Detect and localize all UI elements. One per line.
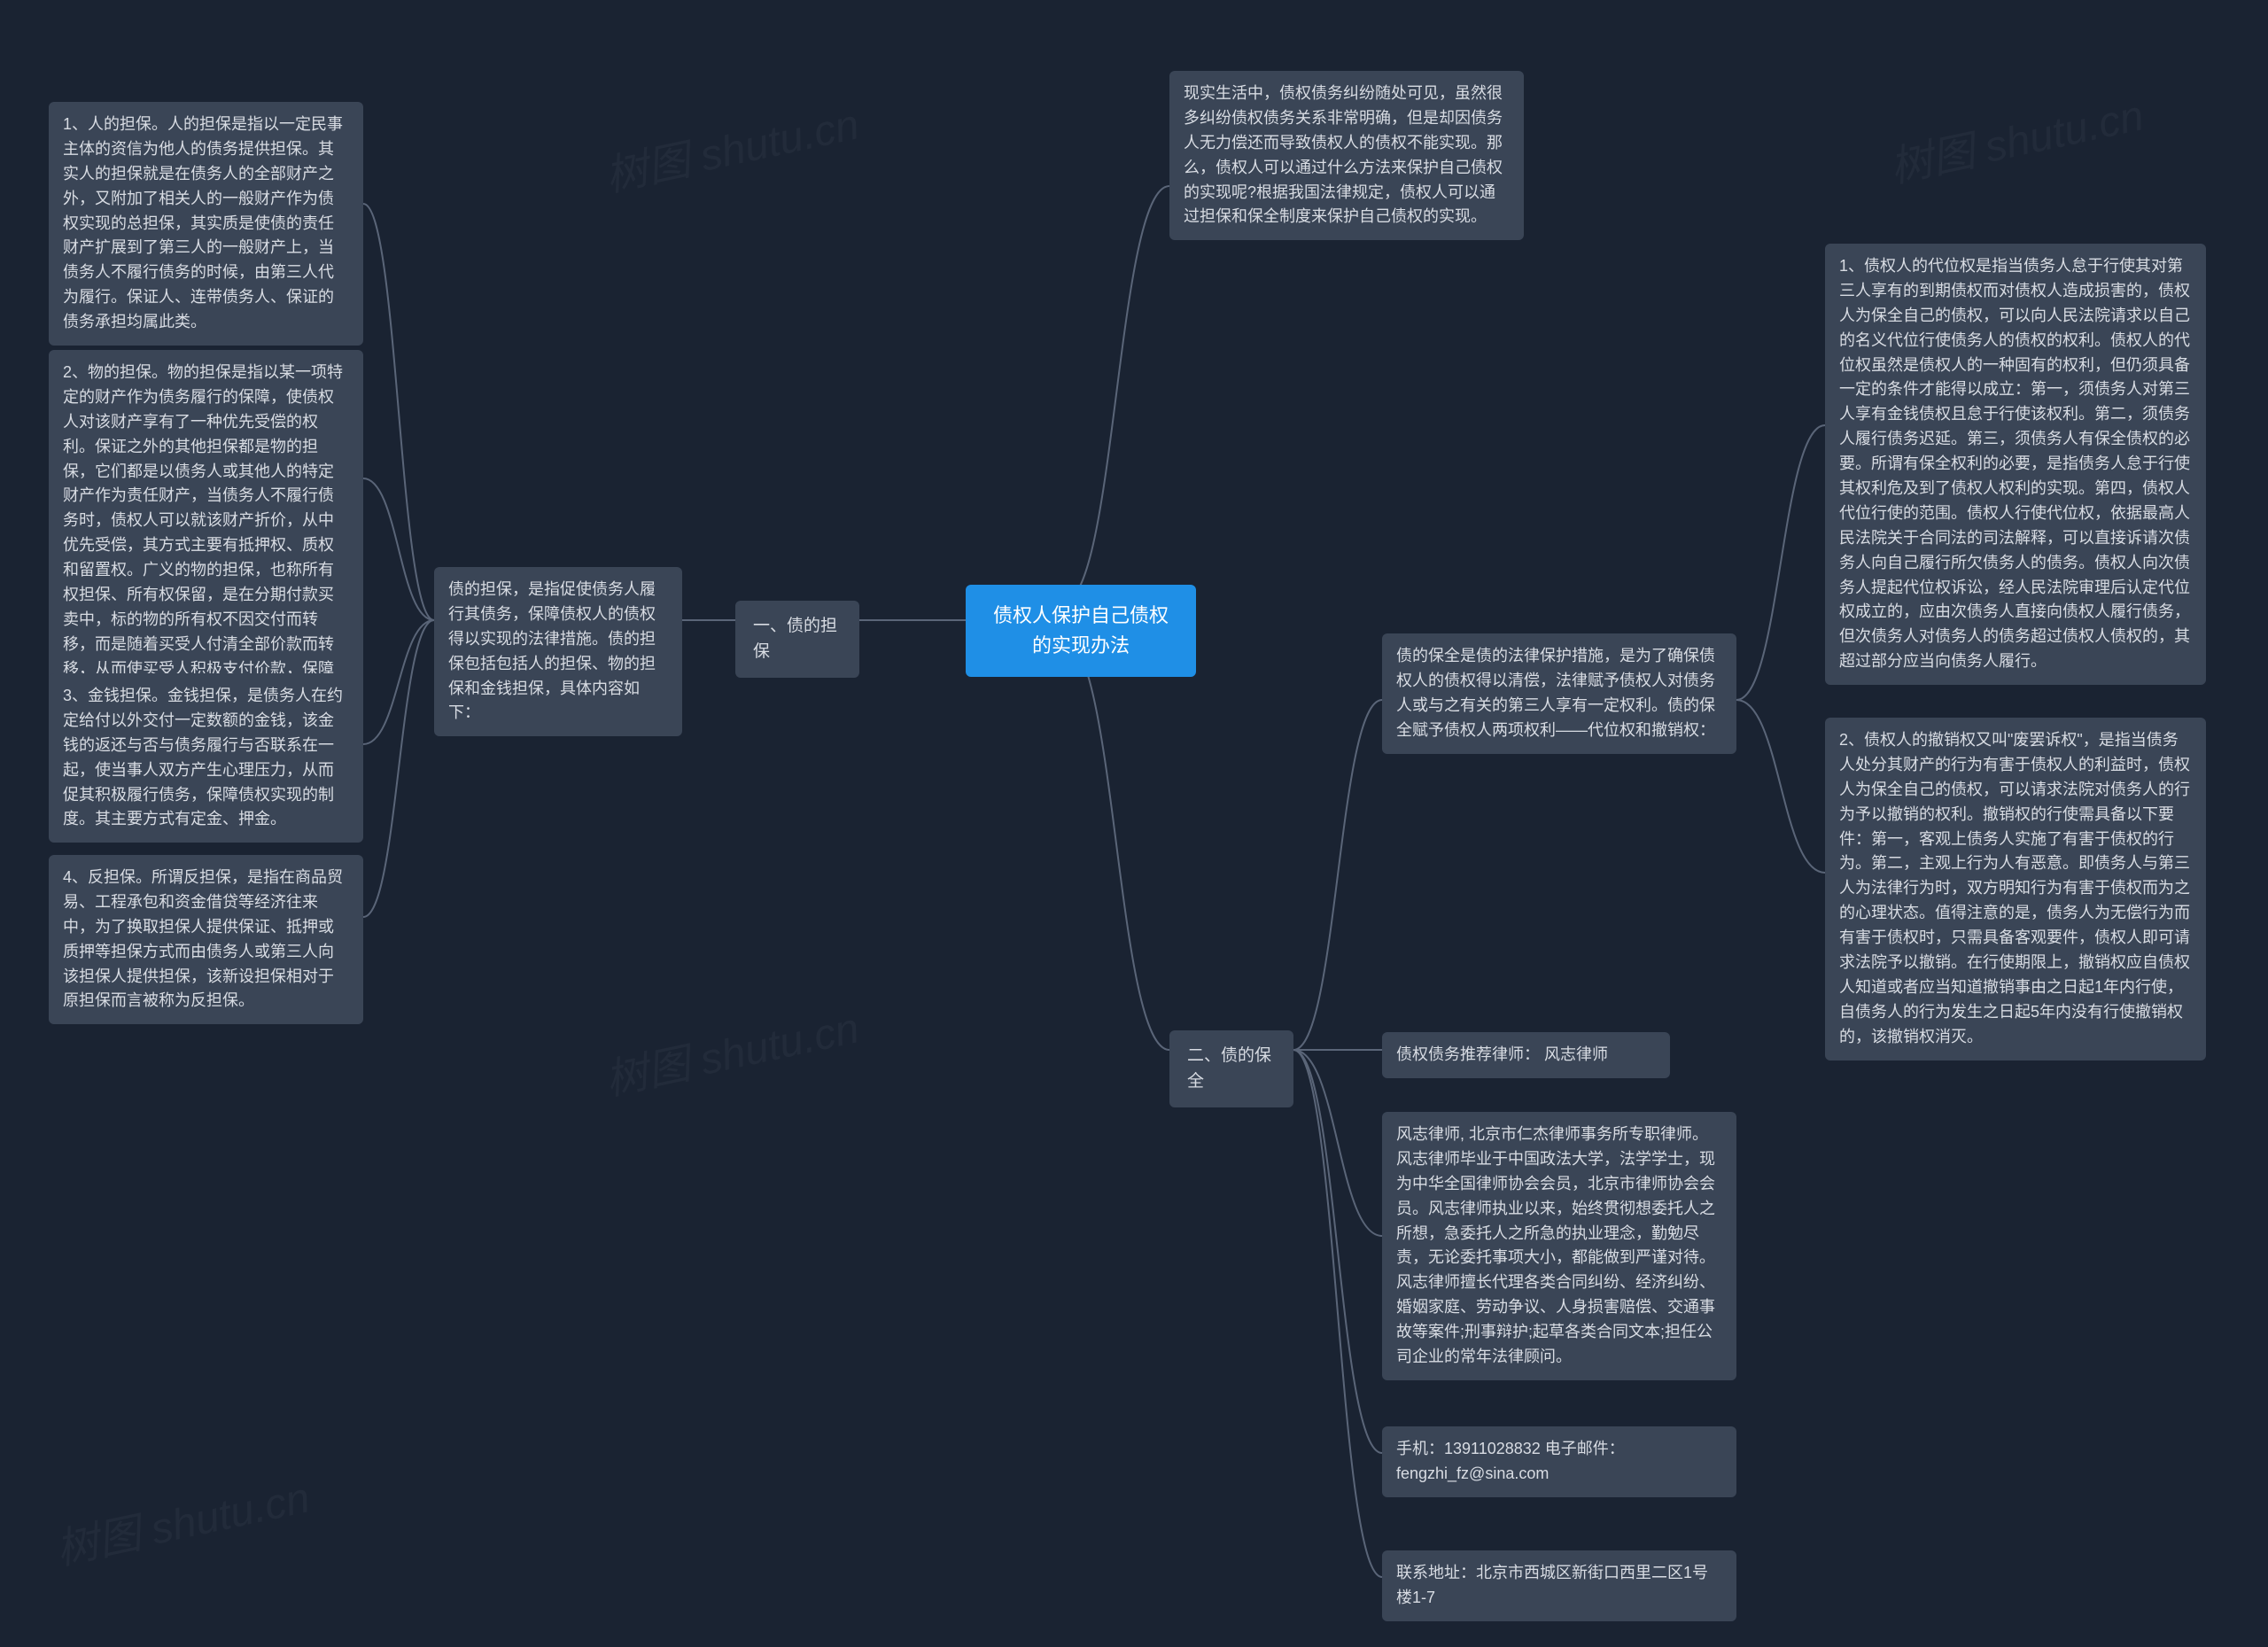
branch1-item1-text: 1、人的担保。人的担保是指以一定民事主体的资信为他人的债务提供担保。其实人的担保… [63,115,343,330]
branch2-bio[interactable]: 风志律师, 北京市仁杰律师事务所专职律师。风志律师毕业于中国政法大学，法学学士，… [1382,1112,1736,1380]
branch1-item3[interactable]: 3、金钱担保。金钱担保，是债务人在约定给付以外交付一定数额的金钱，该金钱的返还与… [49,673,363,843]
branch2-item2-text: 2、债权人的撤销权又叫"废罢诉权"，是指当债务人处分其财产的行为有害于债权人的利… [1839,731,2190,1045]
branch2-desc: 债的保全是债的法律保护措施，是为了确保债权人的债权得以清偿，法律赋予债权人对债务… [1396,647,1715,739]
branch2-desc-node[interactable]: 债的保全是债的法律保护措施，是为了确保债权人的债权得以清偿，法律赋予债权人对债务… [1382,633,1736,754]
root-title: 债权人保护自己债权的实现办法 [993,604,1169,656]
intro-text: 现实生活中，债权债务纠纷随处可见，虽然很多纠纷债权债务关系非常明确，但是却因债务… [1184,84,1503,225]
branch1-node[interactable]: 一、债的担保 [735,601,859,678]
branch2-item1[interactable]: 1、债权人的代位权是指当债务人怠于行使其对第三人享有的到期债权而对债权人造成损害… [1825,244,2206,685]
branch2-item2[interactable]: 2、债权人的撤销权又叫"废罢诉权"，是指当债务人处分其财产的行为有害于债权人的利… [1825,718,2206,1060]
intro-node[interactable]: 现实生活中，债权债务纠纷随处可见，虽然很多纠纷债权债务关系非常明确，但是却因债务… [1169,71,1524,240]
branch2-address[interactable]: 联系地址：北京市西城区新街口西里二区1号楼1-7 [1382,1550,1736,1621]
branch2-phone[interactable]: 手机：13911028832 电子邮件：fengzhi_fz@sina.com [1382,1426,1736,1497]
branch1-item1[interactable]: 1、人的担保。人的担保是指以一定民事主体的资信为他人的债务提供担保。其实人的担保… [49,102,363,346]
branch1-item3-text: 3、金钱担保。金钱担保，是债务人在约定给付以外交付一定数额的金钱，该金钱的返还与… [63,687,343,827]
branch1-desc: 债的担保，是指促使债务人履行其债务，保障债权人的债权得以实现的法律措施。债的担保… [448,580,656,721]
branch1-item2[interactable]: 2、物的担保。物的担保是指以某一项特定的财产作为债务履行的保障，使债权人对该财产… [49,350,363,717]
branch1-title: 一、债的担保 [753,617,837,661]
branch2-phone-text: 手机：13911028832 电子邮件：fengzhi_fz@sina.com [1396,1440,1625,1482]
branch2-title: 二、债的保全 [1187,1046,1271,1091]
branch1-item4-text: 4、反担保。所谓反担保，是指在商品贸易、工程承包和资金借贷等经济往来中，为了换取… [63,868,343,1009]
branch1-item2-text: 2、物的担保。物的担保是指以某一项特定的财产作为债务履行的保障，使债权人对该财产… [63,363,343,703]
branch1-desc-node[interactable]: 债的担保，是指促使债务人履行其债务，保障债权人的债权得以实现的法律措施。债的担保… [434,567,682,736]
branch1-item4[interactable]: 4、反担保。所谓反担保，是指在商品贸易、工程承包和资金借贷等经济往来中，为了换取… [49,855,363,1024]
branch2-recommend-text: 债权债务推荐律师： 风志律师 [1396,1045,1608,1063]
branch2-recommend[interactable]: 债权债务推荐律师： 风志律师 [1382,1032,1670,1078]
branch2-node[interactable]: 二、债的保全 [1169,1030,1293,1107]
mindmap-canvas: 树图 shutu.cn 树图 shutu.cn 树图 shutu.cn 树图 s… [0,0,2268,1647]
branch2-address-text: 联系地址：北京市西城区新街口西里二区1号楼1-7 [1396,1564,1708,1606]
root-node[interactable]: 债权人保护自己债权的实现办法 [966,585,1196,677]
branch2-bio-text: 风志律师, 北京市仁杰律师事务所专职律师。风志律师毕业于中国政法大学，法学学士，… [1396,1125,1715,1365]
branch2-item1-text: 1、债权人的代位权是指当债务人怠于行使其对第三人享有的到期债权而对债权人造成损害… [1839,257,2190,670]
